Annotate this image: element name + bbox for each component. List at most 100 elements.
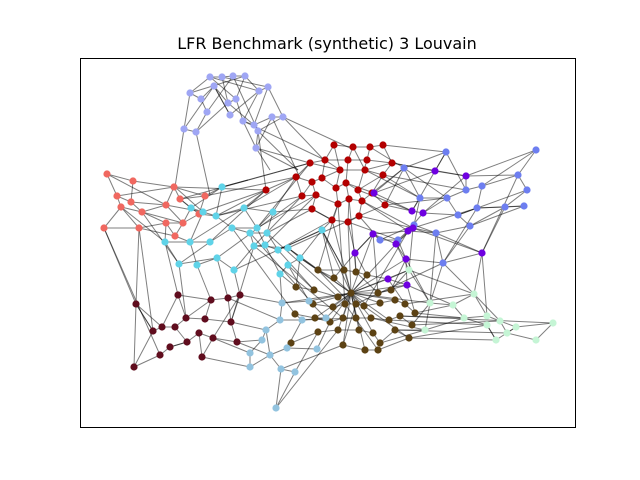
graph-node-c8 [278, 299, 286, 307]
graph-node-c7 [352, 314, 360, 322]
graph-node-c4 [170, 183, 178, 191]
graph-node-c7 [363, 271, 371, 279]
graph-node-c6 [227, 318, 235, 326]
graph-node-c1 [342, 179, 350, 187]
graph-node-c6 [132, 300, 140, 308]
graph-edge [452, 293, 475, 306]
graph-edge [255, 147, 271, 171]
graph-edge [350, 258, 407, 294]
graph-edge [317, 203, 339, 271]
graph-node-c2 [454, 211, 462, 219]
graph-edge [233, 269, 241, 296]
graph-node-c2 [439, 259, 447, 267]
graph-edge [202, 189, 267, 213]
graph-edge [469, 205, 525, 227]
graph-node-c1 [312, 191, 320, 199]
graph-edge [242, 120, 326, 161]
graph-node-c6 [207, 296, 215, 304]
graph-edge [130, 201, 167, 206]
graph-node-c3 [409, 224, 417, 232]
graph-node-c4 [162, 201, 170, 209]
graph-node-c4 [162, 219, 170, 227]
graph-node-c9 [512, 323, 520, 331]
graph-edge [347, 221, 352, 294]
graph-edge [422, 197, 448, 214]
graph-edge [333, 252, 356, 279]
graph-edge [406, 284, 416, 314]
graph-edge [473, 293, 488, 317]
graph-node-c2 [514, 171, 522, 179]
graph-node-c8 [266, 351, 274, 359]
graph-node-c3 [462, 172, 470, 180]
graph-edge [403, 167, 421, 199]
graph-edge [195, 102, 229, 133]
graph-edge [277, 249, 315, 291]
graph-edge [299, 257, 352, 294]
graph-node-c6 [174, 291, 182, 299]
graph-node-c0 [232, 95, 240, 103]
graph-edge [178, 257, 218, 265]
graph-edge [282, 116, 325, 161]
graph-node-c1 [332, 184, 340, 192]
graph-edge [361, 200, 414, 229]
graph-edge [236, 339, 263, 343]
graph-node-c0 [268, 113, 276, 121]
graph-edge [350, 292, 431, 304]
graph-edge [227, 297, 232, 323]
graph-node-c1 [345, 195, 353, 203]
graph-node-c7 [367, 314, 375, 322]
graph-node-c6 [183, 338, 191, 346]
graph-node-c0 [250, 121, 258, 129]
graph-node-c1 [349, 143, 357, 151]
graph-node-c8 [276, 316, 284, 324]
graph-edge [481, 149, 537, 187]
graph-node-c8 [322, 314, 330, 322]
graph-edge [215, 189, 267, 217]
graph-edge [138, 222, 167, 229]
graph-edge [481, 174, 519, 187]
graph-edge [221, 179, 249, 188]
nodes-layer [100, 72, 557, 412]
graph-node-c4 [117, 203, 125, 211]
graph-edge [321, 229, 352, 294]
graph-edge [309, 162, 341, 171]
graph-edge [216, 257, 229, 299]
graph-edge [266, 211, 274, 234]
graph-edge [239, 294, 283, 304]
graph-edge [350, 243, 397, 294]
graph-edge [463, 315, 488, 319]
graph-node-c8 [305, 297, 313, 305]
graph-edge [255, 116, 273, 149]
graph-node-c7 [405, 334, 413, 342]
graph-edge [267, 86, 284, 118]
graph-node-c4 [201, 192, 209, 200]
graph-node-c6 [130, 363, 138, 371]
graph-edge [103, 206, 122, 229]
graph-node-c7 [396, 312, 404, 320]
graph-node-c9 [483, 321, 491, 329]
graph-node-c7 [314, 266, 322, 274]
graph-edge [198, 332, 203, 358]
graph-edge [388, 319, 488, 326]
graph-node-c7 [369, 329, 377, 337]
graph-node-c8 [313, 345, 321, 353]
graph-node-c8 [246, 363, 254, 371]
graph-node-c4 [103, 170, 111, 178]
graph-edge [350, 233, 374, 294]
graph-node-c0 [264, 83, 272, 91]
graph-edge [435, 225, 471, 234]
graph-edge [242, 90, 260, 122]
graph-node-c1 [328, 216, 336, 224]
graph-edge [457, 189, 528, 216]
graph-node-c3 [478, 249, 486, 257]
graph-edge [230, 245, 255, 323]
graph-edge [445, 151, 467, 191]
graph-edge [212, 337, 238, 343]
graph-node-c4 [127, 198, 135, 206]
graph-node-c3 [351, 249, 359, 257]
graph-node-c5 [296, 254, 304, 262]
graph-node-c5 [284, 261, 292, 269]
graph-node-c1 [306, 159, 314, 167]
graph-node-c5 [212, 212, 220, 220]
graph-node-c8 [277, 365, 285, 373]
